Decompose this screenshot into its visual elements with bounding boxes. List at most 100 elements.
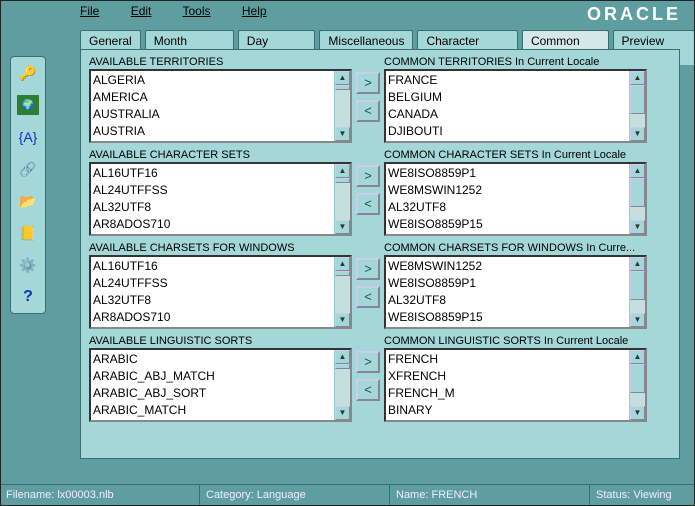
scrollbar[interactable]: ▲ ▼ (334, 164, 350, 234)
status-name: Name: FRENCH (390, 485, 590, 506)
scroll-up-icon[interactable]: ▲ (630, 164, 645, 178)
scroll-thumb[interactable] (630, 271, 645, 300)
scroll-down-icon[interactable]: ▼ (630, 313, 645, 327)
scroll-thumb[interactable] (335, 178, 350, 183)
main-panel: AVAILABLE TERRITORIES ALGERIA AMERICA AU… (80, 49, 680, 459)
list-item[interactable]: AL32UTF8 (93, 292, 332, 309)
scroll-down-icon[interactable]: ▼ (335, 127, 350, 141)
scrollbar[interactable]: ▲ ▼ (629, 350, 645, 420)
oracle-logo: ORACLE (587, 4, 681, 25)
menu-tools[interactable]: Tools (183, 4, 225, 18)
list-item[interactable]: AL16UTF16 (93, 258, 332, 275)
list-common-territories[interactable]: FRANCE BELGIUM CANADA DJIBOUTI ▲ ▼ (384, 69, 647, 143)
move-left-button[interactable]: < (356, 379, 380, 401)
list-item[interactable]: AUSTRIA (93, 123, 332, 140)
scroll-thumb[interactable] (630, 85, 645, 114)
list-item[interactable]: FRANCE (388, 72, 627, 89)
scroll-down-icon[interactable]: ▼ (335, 313, 350, 327)
move-left-button[interactable]: < (356, 286, 380, 308)
list-item[interactable]: WE8ISO8859P15 (388, 309, 627, 326)
list-available-charsets[interactable]: AL16UTF16 AL24UTFFSS AL32UTF8 AR8ADOS710… (89, 162, 352, 236)
list-item[interactable]: WE8ISO8859P1 (388, 165, 627, 182)
scrollbar[interactable]: ▲ ▼ (334, 71, 350, 141)
move-right-button[interactable]: > (356, 351, 380, 373)
list-item[interactable]: AL32UTF8 (93, 199, 332, 216)
list-item[interactable]: BINARY (388, 402, 627, 419)
move-left-button[interactable]: < (356, 193, 380, 215)
tool-globe-icon[interactable]: 🌍 (17, 95, 39, 115)
list-item[interactable]: AMERICA (93, 89, 332, 106)
list-item[interactable]: WE8ISO8859P1 (388, 275, 627, 292)
scrollbar[interactable]: ▲ ▼ (629, 164, 645, 234)
tool-note-icon[interactable]: 📒 (17, 223, 39, 243)
list-available-linguistic[interactable]: ARABIC ARABIC_ABJ_MATCH ARABIC_ABJ_SORT … (89, 348, 352, 422)
menu-file[interactable]: File (80, 4, 113, 18)
list-item[interactable]: BELGIUM (388, 89, 627, 106)
menu-help[interactable]: Help (242, 4, 281, 18)
label-available-charsets-win: AVAILABLE CHARSETS FOR WINDOWS (89, 242, 352, 254)
status-status: Status: Viewing (590, 485, 695, 506)
menu-edit[interactable]: Edit (131, 4, 166, 18)
list-item[interactable]: AL32UTF8 (388, 199, 627, 216)
list-item[interactable]: XFRENCH (388, 368, 627, 385)
list-item[interactable]: ARABIC (93, 351, 332, 368)
list-item[interactable]: AUSTRALIA (93, 106, 332, 123)
scroll-thumb[interactable] (630, 178, 645, 207)
list-item[interactable]: ARABIC_ABJ_MATCH (93, 368, 332, 385)
list-item[interactable]: DJIBOUTI (388, 123, 627, 140)
tool-folder-icon[interactable]: 📂 (17, 191, 39, 211)
label-available-charsets: AVAILABLE CHARACTER SETS (89, 149, 352, 161)
scroll-up-icon[interactable]: ▲ (630, 257, 645, 271)
list-item[interactable]: CANADA (388, 106, 627, 123)
list-common-charsets[interactable]: WE8ISO8859P1 WE8MSWIN1252 AL32UTF8 WE8IS… (384, 162, 647, 236)
scrollbar[interactable]: ▲ ▼ (334, 350, 350, 420)
list-item[interactable]: WE8MSWIN1252 (388, 258, 627, 275)
move-left-button[interactable]: < (356, 100, 380, 122)
label-common-territories: COMMON TERRITORIES In Current Locale (384, 56, 647, 68)
tool-gear-icon[interactable]: ⚙️ (17, 255, 39, 275)
scroll-down-icon[interactable]: ▼ (630, 220, 645, 234)
list-item[interactable]: FRENCH_M (388, 385, 627, 402)
list-item[interactable]: FRENCH (388, 351, 627, 368)
list-item[interactable]: AL24UTFFSS (93, 182, 332, 199)
list-common-charsets-win[interactable]: WE8MSWIN1252 WE8ISO8859P1 AL32UTF8 WE8IS… (384, 255, 647, 329)
list-item[interactable]: WE8MSWIN1252 (388, 182, 627, 199)
status-category: Category: Language (200, 485, 390, 506)
list-item[interactable]: ARABIC_ABJ_SORT (93, 385, 332, 402)
list-common-linguistic[interactable]: FRENCH XFRENCH FRENCH_M BINARY ▲ ▼ (384, 348, 647, 422)
scroll-up-icon[interactable]: ▲ (335, 71, 350, 85)
list-item[interactable]: AL24UTFFSS (93, 275, 332, 292)
scroll-down-icon[interactable]: ▼ (630, 406, 645, 420)
tool-braces-icon[interactable]: {A} (17, 127, 39, 147)
list-item[interactable]: ALGERIA (93, 72, 332, 89)
scroll-thumb[interactable] (335, 271, 350, 276)
list-item[interactable]: AL16UTF16 (93, 165, 332, 182)
move-right-button[interactable]: > (356, 258, 380, 280)
scroll-up-icon[interactable]: ▲ (630, 71, 645, 85)
scroll-thumb[interactable] (335, 364, 350, 369)
tool-help-icon[interactable]: ? (17, 287, 39, 307)
tool-key-icon[interactable]: 🔑 (17, 63, 39, 83)
list-available-charsets-win[interactable]: AL16UTF16 AL24UTFFSS AL32UTF8 AR8ADOS710… (89, 255, 352, 329)
list-item[interactable]: AR8ADOS710 (93, 309, 332, 326)
scroll-up-icon[interactable]: ▲ (630, 350, 645, 364)
scroll-down-icon[interactable]: ▼ (335, 220, 350, 234)
scrollbar[interactable]: ▲ ▼ (334, 257, 350, 327)
scrollbar[interactable]: ▲ ▼ (629, 71, 645, 141)
list-item[interactable]: AL32UTF8 (388, 292, 627, 309)
list-item[interactable]: ARABIC_MATCH (93, 402, 332, 419)
scroll-down-icon[interactable]: ▼ (630, 127, 645, 141)
move-right-button[interactable]: > (356, 72, 380, 94)
list-item[interactable]: AR8ADOS710 (93, 216, 332, 233)
scroll-up-icon[interactable]: ▲ (335, 164, 350, 178)
scroll-up-icon[interactable]: ▲ (335, 350, 350, 364)
scrollbar[interactable]: ▲ ▼ (629, 257, 645, 327)
scroll-up-icon[interactable]: ▲ (335, 257, 350, 271)
list-available-territories[interactable]: ALGERIA AMERICA AUSTRALIA AUSTRIA ▲ ▼ (89, 69, 352, 143)
list-item[interactable]: WE8ISO8859P15 (388, 216, 627, 233)
scroll-thumb[interactable] (335, 85, 350, 90)
move-right-button[interactable]: > (356, 165, 380, 187)
scroll-thumb[interactable] (630, 364, 645, 393)
scroll-down-icon[interactable]: ▼ (335, 406, 350, 420)
tool-link-icon[interactable]: 🔗 (17, 159, 39, 179)
